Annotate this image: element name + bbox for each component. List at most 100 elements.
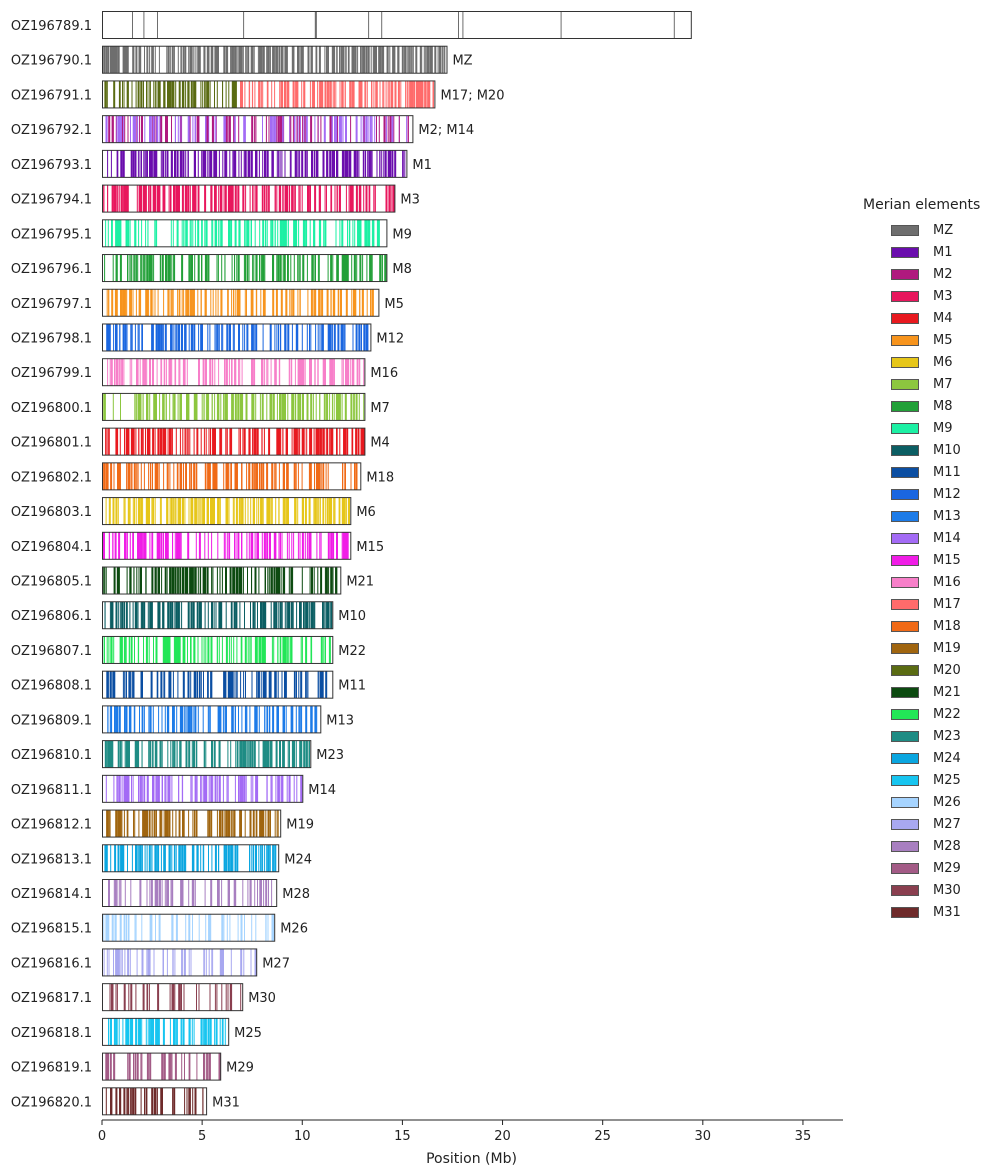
marker-tile [255,775,257,803]
marker-tile [182,254,184,282]
marker-tile [189,1053,191,1081]
marker-tile [295,497,297,525]
marker-tile [133,532,134,560]
chromosome-tiles [106,289,374,317]
marker-tile [165,358,167,386]
marker-tile [200,289,202,317]
marker-tile [371,115,373,143]
marker-tile [139,393,141,421]
marker-tile [341,46,343,74]
marker-tile [428,46,430,74]
marker-tile [181,705,183,733]
marker-tile [216,323,218,351]
marker-tile [261,393,264,421]
marker-tile [111,115,114,143]
marker-tile [193,1018,195,1046]
marker-tile [258,705,260,733]
marker-tile [264,358,266,386]
marker-tile [202,705,204,733]
marker-tile [407,115,409,143]
marker-tile [232,567,235,595]
marker-tile [351,358,354,386]
chromosome-name: OZ196796.1 [11,262,92,277]
marker-tile [346,497,348,525]
marker-tile [192,740,195,768]
marker-tile [304,150,307,178]
marker-tile [152,740,154,768]
marker-tile [279,323,281,351]
marker-tile [136,115,138,143]
marker-tile [238,115,240,143]
marker-tile [185,462,187,490]
marker-tile [341,115,343,143]
marker-tile [217,775,219,803]
marker-tile [262,80,264,108]
marker-tile [224,1018,226,1046]
marker-tile [174,115,176,143]
marker-tile [437,46,439,74]
chromosome-name: OZ196797.1 [11,297,92,312]
marker-tile [132,775,134,803]
marker-tile [205,636,207,664]
marker-tile [179,115,181,143]
marker-tile [205,567,207,595]
marker-tile [336,254,339,282]
chromosome-name: OZ196792.1 [11,123,92,138]
marker-tile [303,115,305,143]
marker-tile [170,80,171,108]
marker-tile [116,775,118,803]
marker-tile [207,671,209,699]
chromosome-name: OZ196812.1 [11,818,92,833]
chromosome-tiles [104,601,333,629]
marker-tile [215,323,217,351]
marker-tile [138,567,140,595]
marker-tile [365,185,367,213]
chromosome-tiles [103,636,331,664]
marker-tile [120,185,122,213]
marker-tile [145,289,148,317]
marker-tile [141,1018,143,1046]
marker-tile [140,567,142,595]
marker-tile [123,80,125,108]
chromosome-tiles [103,393,365,421]
marker-tile [286,289,288,317]
chromosome-row: OZ196794.1 M3 [11,184,420,213]
marker-tile [187,705,190,733]
marker-tile [204,254,207,282]
marker-tile [229,567,232,595]
marker-tile [129,358,131,386]
chromosome-row: OZ196811.1 M14 [11,774,336,803]
marker-tile [297,428,299,456]
legend-label: M25 [933,772,961,788]
marker-tile [325,428,327,456]
marker-tile [238,289,241,317]
marker-tile [306,150,308,178]
marker-tile [286,601,288,629]
marker-tile [200,428,202,456]
marker-tile [252,810,254,838]
chromosome-name: OZ196803.1 [11,505,92,520]
marker-tile [164,879,166,907]
marker-tile [112,393,114,421]
marker-tile [169,428,172,456]
chromosome-bar [102,115,414,144]
marker-tile [264,254,266,282]
marker-tile [249,185,251,213]
marker-tile [299,393,302,421]
marker-tile [429,46,432,74]
marker-tile [146,289,148,317]
marker-tile [217,323,219,351]
marker-tile [218,601,220,629]
marker-tile [227,775,229,803]
marker-tile [163,844,166,872]
marker-tile [230,46,232,74]
marker-tile [140,1087,142,1115]
marker-tile [151,1087,154,1115]
marker-tile [212,567,214,595]
marker-tile [215,289,217,317]
legend-swatch [891,378,919,390]
marker-tile [121,775,123,803]
marker-tile [355,150,356,178]
marker-tile [168,254,170,282]
marker-tile [310,601,312,629]
